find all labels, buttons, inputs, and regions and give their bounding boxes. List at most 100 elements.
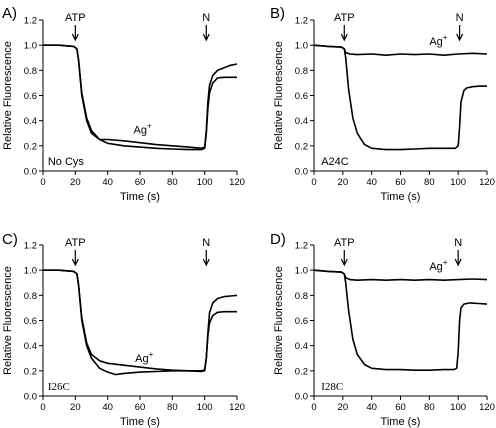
mutant-label: I26C	[48, 381, 70, 393]
x-tick-label: 120	[229, 402, 245, 413]
down-arrow-icon	[456, 33, 464, 42]
annotation-ag-label: Ag+	[134, 121, 152, 136]
x-tick-label: 100	[197, 402, 213, 413]
y-tick-label: 0.8	[24, 66, 37, 77]
x-tick-label: 60	[135, 402, 146, 413]
y-tick-label: 0.2	[295, 366, 308, 377]
chart-panel-2: B) 0 20 40 60 80 100 120 0.0 0.2 0.4 0.6 0.8 1.0 1.2 Ti…	[270, 5, 495, 203]
annotation-ag-text: Ag	[429, 36, 442, 48]
series-trace-2	[43, 44, 238, 150]
y-tick-label: 0.0	[24, 392, 37, 403]
x-axis-label: Time (s)	[381, 416, 421, 428]
panel-letter: C)	[2, 231, 18, 248]
annotation-atp-label: ATP	[65, 237, 86, 249]
y-tick-label: 1.2	[24, 241, 37, 252]
x-tick-label: 80	[167, 402, 178, 413]
x-tick-label: 0	[311, 402, 316, 413]
y-tick-label: 1.0	[24, 266, 37, 277]
x-tick-label: 60	[395, 402, 406, 413]
series-trace-2	[313, 44, 487, 151]
y-tick-label: 0.8	[295, 291, 308, 302]
panel-letter: A)	[2, 5, 17, 22]
annotation-ag-superscript: +	[149, 350, 154, 359]
x-tick-label: 0	[311, 177, 316, 188]
axis-lines	[313, 20, 487, 172]
y-axis-label: Relative Fluorescence	[273, 266, 285, 375]
x-tick-label: 120	[479, 402, 495, 413]
annotation-ag-superscript: +	[443, 33, 448, 42]
axis-lines	[313, 245, 487, 397]
y-tick-label: 1.0	[295, 41, 308, 52]
y-tick-label: 0.0	[295, 392, 308, 403]
chart-panel-4: D) 0 20 40 60 80 100 120 0.0 0.2 0.4 0.6 0.8 1.0 1.2 Ti…	[270, 231, 495, 428]
y-tick-label: 1.2	[295, 16, 308, 27]
down-arrow-icon	[71, 258, 79, 267]
x-tick-label: 60	[135, 177, 146, 188]
y-tick-label: 0.2	[295, 141, 308, 152]
annotation-ag-text: Ag	[134, 124, 147, 136]
x-tick-label: 100	[197, 177, 213, 188]
x-tick-label: 80	[424, 402, 435, 413]
y-tick-label: 0.4	[295, 341, 308, 352]
series-trace-2	[43, 269, 238, 373]
mutant-label: I28C	[321, 381, 343, 393]
panel-letter: B)	[270, 5, 285, 22]
y-tick-label: 0.4	[24, 116, 37, 127]
down-arrow-icon	[202, 33, 210, 42]
annotation-ag-label: Ag+	[429, 258, 447, 273]
down-arrow-icon	[340, 258, 348, 267]
y-tick-label: 0.4	[24, 341, 37, 352]
y-tick-label: 0.6	[24, 316, 37, 327]
panel-letter: D)	[270, 231, 286, 248]
y-tick-label: 1.0	[295, 266, 308, 277]
x-tick-label: 120	[479, 177, 495, 188]
x-tick-label: 40	[102, 402, 113, 413]
y-tick-label: 1.0	[24, 41, 37, 52]
y-axis-label: Relative Fluorescence	[2, 266, 14, 375]
x-tick-label: 0	[40, 177, 45, 188]
x-tick-label: 20	[338, 402, 349, 413]
x-tick-label: 100	[450, 402, 466, 413]
x-tick-label: 20	[70, 177, 81, 188]
chart-panel-1: A) 0 20 40 60 80 100 120 0.0 0.2 0.4 0.6 0.8 1.0 1.2 Ti…	[2, 5, 245, 203]
annotation-ag-superscript: +	[443, 258, 448, 267]
y-tick-label: 0.4	[295, 116, 308, 127]
y-tick-label: 0.2	[24, 366, 37, 377]
annotation-n-label: N	[454, 237, 462, 249]
mutant-label: No Cys	[48, 156, 85, 168]
annotation-atp-label: ATP	[334, 237, 355, 249]
y-axis-label: Relative Fluorescence	[273, 41, 285, 150]
x-axis-label: Time (s)	[381, 191, 421, 203]
down-arrow-icon	[202, 258, 210, 267]
annotation-ag-superscript: +	[147, 121, 152, 130]
x-tick-label: 80	[167, 177, 178, 188]
y-tick-label: 0.6	[295, 316, 308, 327]
x-tick-label: 80	[424, 177, 435, 188]
y-tick-label: 0.6	[24, 91, 37, 102]
y-tick-label: 1.2	[295, 241, 308, 252]
y-tick-label: 0.0	[24, 167, 37, 178]
annotation-n-label: N	[456, 12, 464, 24]
axis-lines	[42, 245, 237, 397]
x-tick-label: 40	[366, 402, 377, 413]
annotation-n-label: N	[202, 12, 210, 24]
mutant-label: A24C	[321, 156, 349, 168]
annotation-ag-text: Ag	[429, 261, 442, 273]
y-tick-label: 0.8	[295, 66, 308, 77]
annotation-ag-text: Ag	[135, 353, 148, 365]
x-tick-label: 40	[102, 177, 113, 188]
x-tick-label: 120	[229, 177, 245, 188]
x-axis-label: Time (s)	[120, 191, 160, 203]
x-tick-label: 60	[395, 177, 406, 188]
down-arrow-icon	[340, 33, 348, 42]
annotation-atp-label: ATP	[65, 12, 86, 24]
annotation-ag-label: Ag+	[135, 350, 153, 365]
down-arrow-icon	[454, 258, 462, 267]
y-tick-label: 0.8	[24, 291, 37, 302]
x-tick-label: 0	[40, 402, 45, 413]
y-axis-label: Relative Fluorescence	[2, 41, 14, 150]
x-tick-label: 40	[366, 177, 377, 188]
chart-panel-3: C) 0 20 40 60 80 100 120 0.0 0.2 0.4 0.6 0.8 1.0 1.2 Ti…	[2, 231, 245, 428]
x-tick-label: 100	[450, 177, 466, 188]
annotation-ag-label: Ag+	[429, 33, 447, 48]
